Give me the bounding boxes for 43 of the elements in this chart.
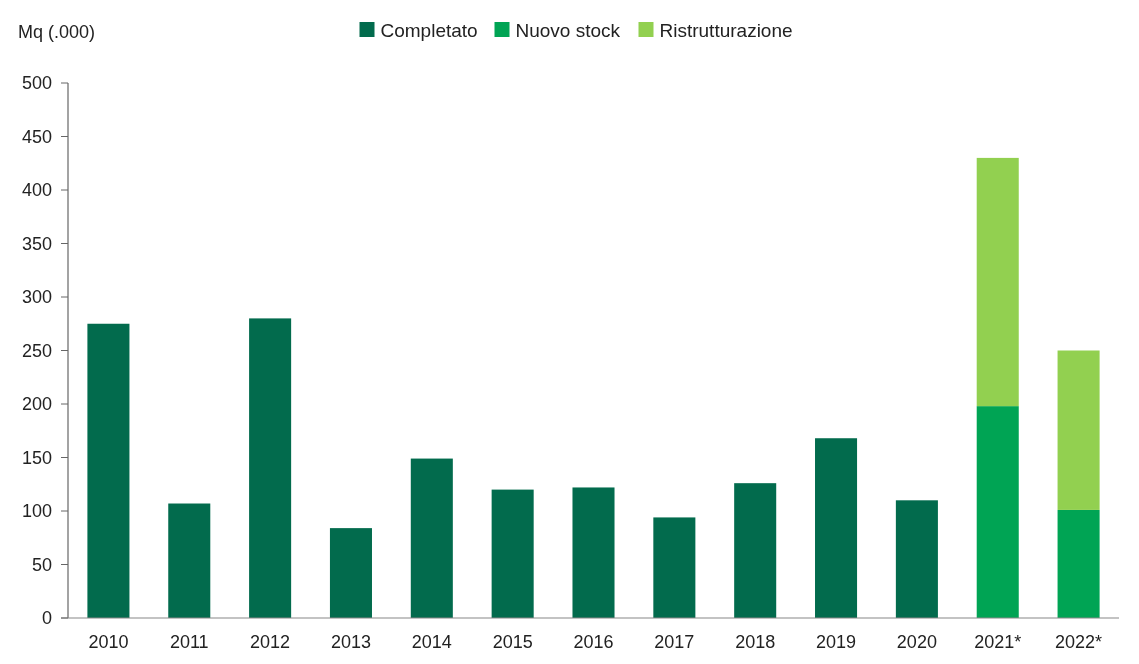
x-tick-label: 2016 <box>573 632 614 652</box>
y-tick-label: 400 <box>21 180 52 201</box>
y-axis-title: Mq (.000) <box>18 22 96 42</box>
y-tick-label: 50 <box>31 554 52 575</box>
x-tick-label: 2012 <box>250 632 291 652</box>
y-tick-label: 150 <box>21 447 52 468</box>
y-tick-label: 450 <box>21 126 52 147</box>
x-tick-label: 2015 <box>492 632 533 652</box>
y-tick-label: 500 <box>21 73 52 94</box>
y-tick-label: 300 <box>21 287 52 308</box>
bar <box>572 487 615 618</box>
bar <box>491 489 534 618</box>
bar <box>976 157 1019 407</box>
bar <box>734 483 777 618</box>
x-tick-label: 2021* <box>974 632 1022 652</box>
bar <box>1057 509 1100 618</box>
x-tick-label: 2010 <box>88 632 129 652</box>
x-tick-label: 2019 <box>816 632 857 652</box>
x-tick-label: 2018 <box>735 632 776 652</box>
bar <box>653 517 696 618</box>
bar <box>249 318 292 618</box>
bar <box>815 438 858 618</box>
y-tick-label: 200 <box>21 394 52 415</box>
x-tick-label: 2022* <box>1055 632 1103 652</box>
y-tick-label: 100 <box>21 501 52 522</box>
bar <box>410 458 453 618</box>
bar <box>1057 350 1100 510</box>
y-tick-label: 350 <box>21 233 52 254</box>
x-tick-label: 2011 <box>169 632 209 652</box>
x-tick-label: 2017 <box>654 632 695 652</box>
y-tick-label: 250 <box>21 340 52 361</box>
legend-label: Completato <box>380 19 478 41</box>
bar <box>87 323 130 618</box>
x-tick-label: 2014 <box>411 632 452 652</box>
x-tick-label: 2020 <box>896 632 937 652</box>
bar <box>976 406 1019 618</box>
bar <box>329 528 372 618</box>
bar <box>895 500 938 618</box>
legend-label: Nuovo stock <box>515 19 621 41</box>
bar <box>168 503 211 618</box>
x-tick-label: 2013 <box>330 632 371 652</box>
legend-label: Ristrutturazione <box>659 19 793 41</box>
y-tick-label: 0 <box>41 608 52 629</box>
